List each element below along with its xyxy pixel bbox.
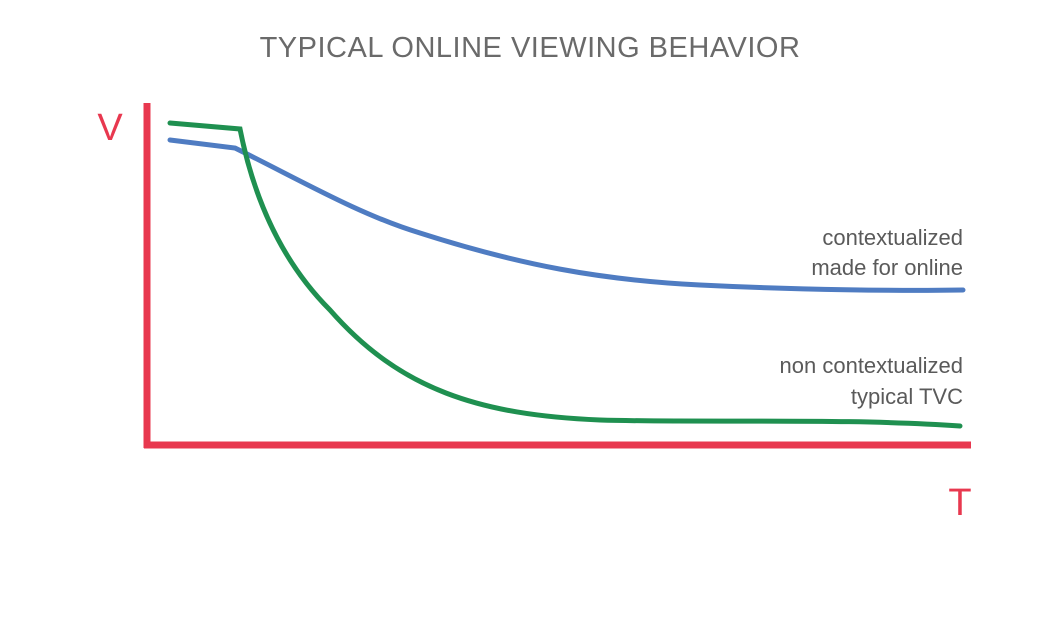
y-axis-label: V [97, 107, 123, 149]
curve-label: contextualized [822, 225, 963, 250]
curve-label: typical TVC [851, 384, 963, 409]
green-curve [167, 120, 963, 429]
blue-curve [167, 137, 966, 293]
axes: V T [97, 103, 972, 524]
title: TYPICAL ONLINE VIEWING BEHAVIOR [260, 32, 801, 64]
x-axis-label: T [948, 482, 971, 524]
curve-labels: contextualized made for online non conte… [780, 225, 964, 409]
curve-label: made for online [811, 255, 963, 280]
curve-label: non contextualized [780, 353, 963, 378]
